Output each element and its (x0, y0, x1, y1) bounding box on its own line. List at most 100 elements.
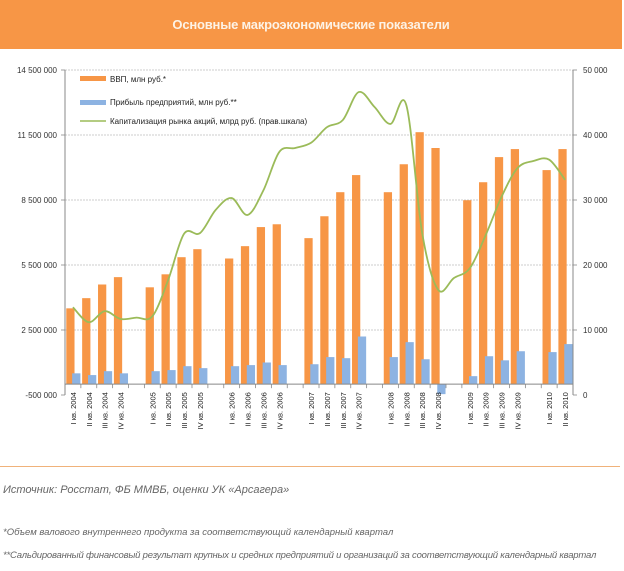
category-label: II кв. 2007 (323, 392, 332, 426)
category-label: IV кв. 2004 (117, 392, 126, 429)
bar-profit (342, 358, 351, 385)
x-axis-ticks: I кв. 2004 II кв. 2004 III кв. 2004 IV кв. … (69, 392, 570, 429)
bar-profit (183, 366, 192, 385)
bar-profit (484, 356, 494, 385)
category-label: III кв. 2006 (259, 392, 268, 428)
category-label: I кв. 2004 (69, 392, 78, 424)
category-label: IV кв. 2006 (275, 392, 284, 429)
bar-gdp (336, 192, 345, 385)
legend: ВВП, млн руб.* Прибыль предприятий, млн … (80, 75, 308, 126)
bar-profit (72, 373, 81, 385)
bars (66, 132, 573, 395)
bar-profit (389, 357, 398, 385)
bar-profit (88, 375, 97, 385)
bar-gdp (352, 175, 361, 385)
bar-gdp (113, 277, 123, 385)
category-label: III кв. 2008 (418, 392, 427, 428)
bar-profit (469, 376, 478, 385)
axes (64, 70, 574, 395)
bar-gdp (494, 157, 504, 385)
bar-profit (548, 352, 557, 385)
category-label: IV кв. 2005 (196, 392, 205, 429)
bar-gdp (510, 149, 520, 385)
legend-label-gdp: ВВП, млн руб.* (110, 75, 166, 84)
footnote-gdp: *Объем валового внутреннего продукта за … (3, 527, 394, 538)
footnote-profit: **Сальдированный финансовый результат кр… (3, 550, 597, 561)
right-tick-label: 30 000 (583, 196, 608, 205)
legend-swatch-profit (80, 100, 106, 105)
bar-profit (357, 336, 367, 385)
bar-profit (199, 368, 208, 385)
bar-gdp (225, 258, 234, 385)
bar-gdp (256, 227, 266, 385)
category-label: III кв. 2009 (498, 392, 507, 428)
bar-gdp (272, 224, 281, 385)
category-label: IV кв. 2008 (434, 392, 443, 429)
category-label: I кв. 2010 (545, 392, 554, 424)
capitalization-series-line (72, 91, 566, 324)
category-label: III кв. 2005 (180, 392, 189, 428)
right-tick-label: 20 000 (583, 261, 608, 270)
bar-profit (500, 360, 510, 385)
bar-gdp (177, 257, 186, 385)
bar-gdp (431, 148, 440, 385)
category-label: II кв. 2004 (85, 392, 94, 426)
category-label: III кв. 2007 (339, 392, 348, 428)
left-tick-label: 8 500 000 (21, 196, 57, 205)
bar-profit (151, 371, 160, 385)
bar-profit (310, 364, 319, 385)
right-tick-label: 0 (583, 391, 588, 400)
source-note: Источник: Росстат, ФБ ММВБ, оценки УК «А… (3, 484, 290, 496)
bar-profit (246, 365, 256, 385)
bar-profit (103, 371, 113, 385)
bar-profit (564, 344, 573, 385)
category-label: IV кв. 2007 (355, 392, 364, 429)
bar-profit (437, 384, 446, 395)
bar-gdp (320, 216, 329, 385)
bar-profit (421, 359, 430, 385)
chart-header: Основные макроэкономические показатели (0, 0, 622, 49)
legend-label-capitalization: Капитализация рынка акций, млрд руб. (пр… (110, 117, 308, 126)
legend-swatch-gdp (80, 76, 106, 81)
category-label: II кв. 2008 (402, 392, 411, 426)
right-tick-label: 10 000 (583, 326, 608, 335)
category-label: I кв. 2009 (466, 392, 475, 424)
bar-gdp (193, 249, 202, 385)
bar-gdp (161, 274, 170, 385)
bar-gdp (304, 238, 313, 385)
bar-gdp (558, 149, 567, 385)
left-tick-label: 2 500 000 (21, 326, 57, 335)
bar-gdp (479, 182, 488, 385)
category-label: II кв. 2005 (164, 392, 173, 426)
category-label: I кв. 2008 (386, 392, 395, 424)
category-label: I кв. 2005 (148, 392, 157, 424)
bar-gdp (415, 132, 424, 385)
bar-profit (326, 357, 335, 385)
bar-gdp (399, 164, 408, 385)
left-tick-label: 14 500 000 (17, 66, 58, 75)
category-label: I кв. 2007 (307, 392, 316, 424)
right-axis-ticks: 50 000 40 000 30 000 20 000 10 000 0 (583, 66, 608, 400)
category-label: II кв. 2006 (244, 392, 253, 426)
bar-gdp (542, 170, 551, 385)
left-tick-label: 11 500 000 (18, 131, 58, 140)
bar-profit (405, 342, 414, 385)
bar-gdp (82, 298, 91, 385)
separator-line (0, 466, 620, 467)
macro-chart: 14 500 000 11 500 000 8 500 000 5 500 000 2 … (17, 66, 608, 429)
bar-profit (516, 351, 525, 385)
bar-profit (119, 373, 129, 385)
category-label: III кв. 2004 (101, 392, 110, 428)
bar-gdp (66, 308, 75, 385)
legend-label-profit: Прибыль предприятий, млн руб.** (110, 98, 237, 107)
bar-gdp (383, 192, 393, 385)
bar-gdp (463, 200, 472, 385)
left-tick-label: -500 000 (25, 391, 57, 400)
left-tick-label: 5 500 000 (21, 261, 57, 270)
bar-profit (230, 366, 240, 385)
capitalization-line (72, 91, 566, 324)
bar-profit (167, 370, 176, 385)
left-axis-ticks: 14 500 000 11 500 000 8 500 000 5 500 000 2 … (17, 66, 58, 400)
bar-gdp (145, 287, 154, 385)
bar-gdp (98, 284, 107, 385)
